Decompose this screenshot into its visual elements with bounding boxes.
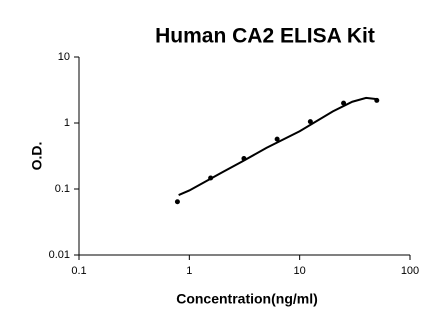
y-tick-label: 0.1	[55, 183, 70, 195]
point	[307, 119, 313, 125]
point	[174, 199, 180, 205]
x-tick-label: 0.1	[71, 265, 86, 277]
y-tick-label: 10	[58, 51, 70, 63]
y-axis-title: O.D.	[29, 142, 45, 171]
point	[241, 155, 247, 161]
chart-title: Human CA2 ELISA Kit	[155, 25, 375, 48]
x-tick-label: 10	[294, 265, 306, 277]
point	[374, 97, 380, 103]
x-axis-title: Concentration(ng/ml)	[176, 291, 318, 307]
y-tick-label: 0.01	[49, 249, 70, 261]
x-tick-label: 100	[401, 265, 419, 277]
fit-curve	[178, 96, 377, 196]
x-tick-label: 1	[186, 265, 192, 277]
y-tick-label: 1	[64, 117, 70, 129]
point	[341, 100, 347, 106]
point	[274, 136, 280, 142]
point	[208, 175, 214, 181]
